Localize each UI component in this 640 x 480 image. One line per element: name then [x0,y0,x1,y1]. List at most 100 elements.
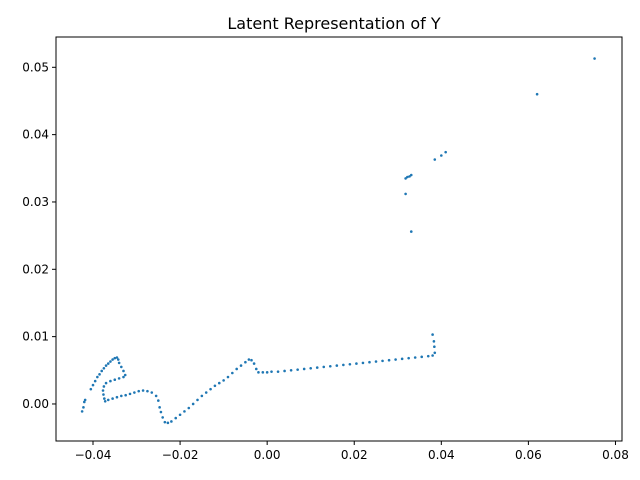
data-point [103,399,107,403]
data-point [104,364,108,367]
data-point [270,370,273,373]
data-point [431,333,434,336]
data-point [261,371,265,374]
data-point [348,362,352,366]
data-point [328,364,332,368]
data-point [593,57,596,60]
data-point [361,361,365,365]
data-point [226,375,230,379]
data-point [426,354,430,358]
y-tick-label: 0.00 [22,397,49,411]
data-point [111,397,114,400]
data-point [254,367,258,371]
x-tick-label: −0.02 [162,448,199,462]
x-tick-label: −0.04 [75,448,112,462]
x-tick-label: 0.00 [254,448,281,462]
data-point [250,358,253,362]
data-point [444,150,447,154]
data-point [183,410,186,413]
data-point [163,420,167,424]
data-point [374,360,378,363]
data-point [209,387,212,391]
data-point [141,389,145,392]
data-point [111,358,114,361]
data-point [96,375,99,379]
data-point [252,362,256,365]
data-point [257,371,260,374]
data-point [355,362,358,365]
data-point [432,340,436,343]
y-axis: 0.00 0.01 0.02 0.03 0.04 0.05 [22,60,56,411]
data-point [213,384,217,388]
data-point [115,356,119,359]
data-point [106,362,110,365]
data-point [276,370,280,373]
data-point [120,394,123,398]
y-tick-label: 0.03 [22,195,49,209]
x-tick-label: 0.04 [428,448,455,462]
data-point [431,354,434,357]
data-point [368,360,371,364]
x-tick-label: 0.08 [602,448,629,462]
data-point [404,192,407,196]
data-point [150,391,154,394]
x-axis: −0.04 −0.02 0.00 0.02 0.04 0.06 0.08 [75,441,629,462]
data-point [102,393,105,396]
x-tick-label: 0.06 [515,448,542,462]
y-tick-label: 0.02 [22,262,49,276]
data-point [123,373,127,377]
data-point [222,379,225,382]
data-point [289,369,293,372]
data-point [231,371,234,375]
data-point [187,406,191,410]
data-point [413,356,417,359]
data-point [101,389,105,392]
data-point [342,363,345,367]
data-point [309,366,313,370]
plot-area-frame [55,36,623,442]
data-point [82,406,85,409]
data-point [283,369,286,373]
data-point [407,356,410,360]
y-tick-label: 0.05 [22,60,49,74]
data-point [200,394,204,398]
data-point [106,398,110,402]
data-point [100,369,104,373]
data-point [420,355,424,359]
data-point [235,367,238,371]
data-point [178,413,182,417]
data-point [161,416,164,419]
data-point [381,359,384,363]
data-point [409,230,413,233]
data-point [535,92,539,96]
data-point [247,358,251,361]
data-point [296,368,299,371]
data-point [104,381,108,385]
y-tick-label: 0.01 [22,330,49,344]
data-point [98,373,101,376]
data-point [128,392,132,396]
data-point [120,365,123,369]
data-point [158,406,161,409]
data-point [433,351,437,355]
data-point [80,410,84,413]
data-point [154,394,158,398]
data-point [89,387,93,391]
data-point [116,358,120,361]
data-point [335,364,339,367]
data-point [302,367,306,371]
data-point [406,175,409,179]
data-point [217,381,221,385]
data-point [124,393,127,397]
data-point [113,356,117,360]
data-point [239,364,243,367]
data-point [265,371,269,374]
data-point [433,345,436,349]
data-point [394,358,397,361]
data-point [91,383,95,387]
data-point [159,410,163,414]
x-tick-label: 0.02 [341,448,368,462]
data-point [109,360,112,363]
